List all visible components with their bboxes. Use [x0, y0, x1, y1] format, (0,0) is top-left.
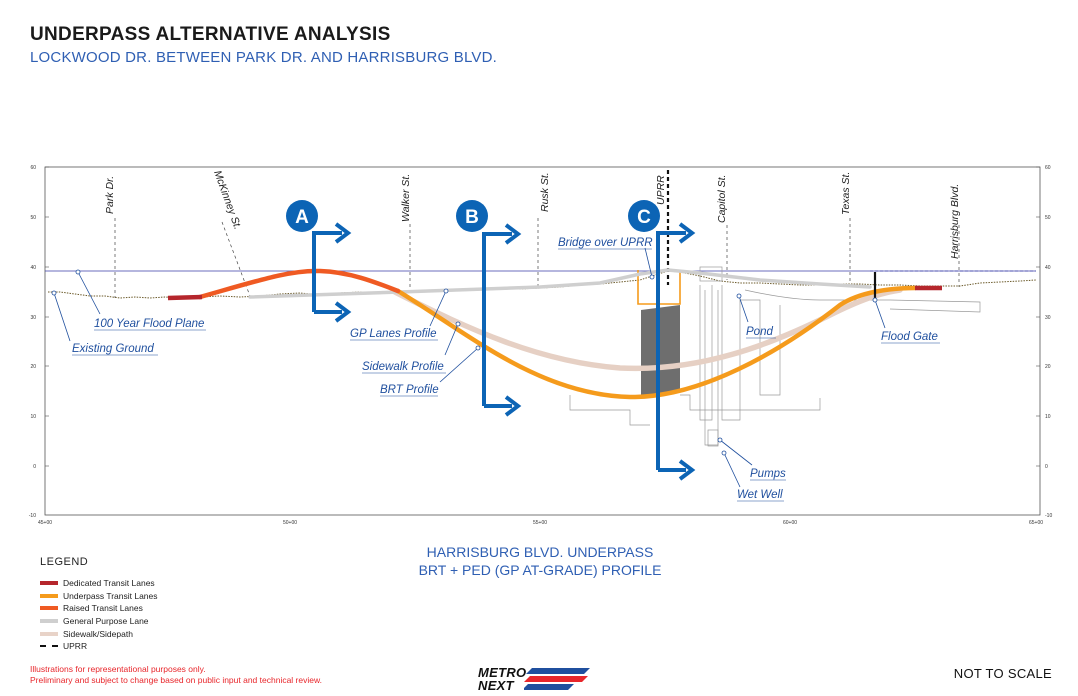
- legend-swatch: [40, 581, 58, 586]
- legend-label: Dedicated Transit Lanes: [63, 578, 155, 589]
- logo-stripes-icon: [524, 668, 590, 690]
- brt-underpass-profile: [395, 285, 918, 400]
- marker-label-c: C: [637, 207, 651, 228]
- y-tick-label: 10: [30, 414, 36, 420]
- logo-line-2: NEXT: [478, 678, 514, 693]
- section-marker-b[interactable]: B: [456, 200, 522, 417]
- legend-label: Sidewalk/Sidepath: [63, 628, 133, 639]
- caption-line-2: BRT + PED (GP AT-GRADE) PROFILE: [418, 562, 662, 578]
- legend-swatch: [40, 645, 58, 648]
- page-subtitle: LOCKWOOD DR. BETWEEN PARK DR. AND HARRIS…: [30, 49, 498, 66]
- section-marker-a[interactable]: A: [286, 200, 352, 323]
- y-tick-label: 20: [30, 364, 36, 370]
- street-label-texas: Texas St.: [840, 172, 852, 215]
- callout-flood-plane: 100 Year Flood Plane: [94, 318, 204, 330]
- legend-swatch: [40, 593, 58, 598]
- legend-item-sidewalk: Sidewalk/Sidepath: [40, 627, 158, 640]
- y-tick-label: 0: [33, 464, 36, 470]
- street-label-harrisburg: Harrisburg Blvd.: [949, 184, 961, 259]
- y-tick-label-right: 20: [1045, 364, 1051, 370]
- x-tick-label: 60+00: [783, 520, 797, 526]
- diagram-caption: HARRISBURG BLVD. UNDERPASS BRT + PED (GP…: [390, 543, 690, 579]
- plot-frame: [44, 166, 1041, 516]
- y-tick-label: 30: [30, 315, 36, 321]
- street-label-walker: Walker St.: [400, 174, 412, 222]
- callout-leaders: [51, 247, 886, 488]
- callout-underlines: [72, 248, 940, 502]
- callout-wet-well: Wet Well: [737, 489, 783, 501]
- x-tick-label: 50+00: [283, 520, 297, 526]
- page-title: UNDERPASS ALTERNATIVE ANALYSIS: [30, 24, 391, 45]
- street-label-capitol: Capitol St.: [716, 175, 728, 223]
- y-tick-label-right: 0: [1045, 464, 1048, 470]
- legend-label: Raised Transit Lanes: [63, 603, 143, 614]
- street-label-uprr: UPRR: [655, 175, 667, 205]
- legend-label: Underpass Transit Lanes: [63, 590, 158, 601]
- section-marker-c[interactable]: C: [628, 200, 696, 481]
- y-tick-label: 60: [30, 165, 36, 171]
- callout-brt: BRT Profile: [380, 384, 439, 396]
- callout-existing-ground: Existing Ground: [72, 343, 154, 355]
- sidewalk-profile: [392, 287, 903, 372]
- x-tick-label: 55+00: [533, 520, 547, 526]
- callout-sidewalk: Sidewalk Profile: [362, 361, 444, 373]
- legend-title: LEGEND: [40, 556, 89, 568]
- legend-label: General Purpose Lane: [63, 616, 149, 627]
- y-tick-label-right: 50: [1045, 215, 1051, 221]
- callout-gp-lanes: GP Lanes Profile: [350, 328, 437, 340]
- legend-label: UPRR: [63, 641, 88, 652]
- callout-bridge: Bridge over UPRR: [558, 237, 653, 249]
- y-tick-label-right: 60: [1045, 165, 1051, 171]
- street-label-mckinney: McKinney St.: [211, 169, 243, 231]
- legend-item-underpass: Underpass Transit Lanes: [40, 590, 158, 603]
- x-tick-label: 45+00: [38, 520, 52, 526]
- y-tick-label: 40: [30, 265, 36, 271]
- marker-label-b: B: [465, 207, 479, 228]
- marker-label-a: A: [295, 207, 309, 228]
- y-tick-label-right: -10: [1045, 513, 1052, 519]
- callout-pumps: Pumps: [750, 468, 786, 480]
- disclaimer-line-1: Illustrations for representational purpo…: [30, 664, 206, 674]
- street-label-rusk: Rusk St.: [539, 172, 551, 212]
- legend: LEGEND Dedicated Transit Lanes Underpass…: [40, 556, 158, 653]
- street-label-park: Park Dr.: [104, 176, 116, 214]
- legend-item-raised: Raised Transit Lanes: [40, 602, 158, 615]
- y-tick-label: -10: [29, 513, 36, 519]
- legend-swatch: [40, 619, 58, 624]
- raised-transit-profile: [197, 268, 401, 300]
- legend-swatch: [40, 631, 58, 636]
- y-tick-label-right: 30: [1045, 315, 1051, 321]
- gp-lane-profile: [248, 268, 872, 299]
- bridge-pier: [641, 305, 680, 395]
- legend-swatch: [40, 606, 58, 611]
- caption-line-1: HARRISBURG BLVD. UNDERPASS: [426, 544, 654, 560]
- disclaimer-line-2: Preliminary and subject to change based …: [30, 675, 323, 685]
- dedicated-transit-left: [167, 294, 203, 301]
- scale-note: NOT TO SCALE: [953, 666, 1052, 681]
- y-tick-label-right: 10: [1045, 414, 1051, 420]
- legend-item-general: General Purpose Lane: [40, 615, 158, 628]
- pond-structure: [569, 266, 981, 447]
- callout-flood-gate: Flood Gate: [881, 331, 938, 343]
- logo-line-1: METRO: [478, 665, 527, 680]
- disclaimer: Illustrations for representational purpo…: [30, 664, 322, 686]
- y-tick-marks: [45, 166, 1040, 467]
- legend-item-dedicated: Dedicated Transit Lanes: [40, 577, 158, 590]
- y-tick-label-right: 40: [1045, 265, 1051, 271]
- callout-pond: Pond: [746, 326, 773, 338]
- x-tick-label: 65+00: [1029, 520, 1043, 526]
- metro-next-logo: METRO NEXT: [478, 664, 598, 694]
- legend-item-uprr: UPRR: [40, 640, 158, 653]
- y-tick-label: 50: [30, 215, 36, 221]
- cross-street-lines: [114, 218, 960, 298]
